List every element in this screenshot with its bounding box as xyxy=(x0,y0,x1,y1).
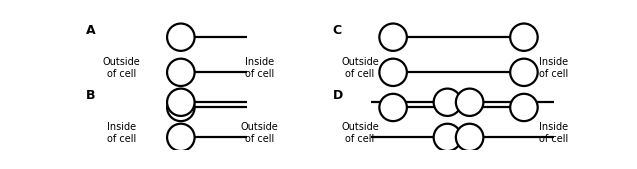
Ellipse shape xyxy=(510,23,538,51)
Ellipse shape xyxy=(456,159,483,169)
Text: Inside
of cell: Inside of cell xyxy=(539,57,568,79)
Text: Inside
of cell: Inside of cell xyxy=(107,122,136,144)
Text: Inside
of cell: Inside of cell xyxy=(245,57,275,79)
Text: D: D xyxy=(333,89,343,102)
Ellipse shape xyxy=(434,89,461,116)
Text: B: B xyxy=(85,89,95,102)
Text: C: C xyxy=(333,24,341,37)
Text: Outside
of cell: Outside of cell xyxy=(341,122,379,144)
Ellipse shape xyxy=(167,59,194,86)
Ellipse shape xyxy=(434,159,461,169)
Ellipse shape xyxy=(167,89,194,116)
Ellipse shape xyxy=(167,159,194,169)
Ellipse shape xyxy=(434,124,461,151)
Text: Inside
of cell: Inside of cell xyxy=(539,122,568,144)
Ellipse shape xyxy=(510,59,538,86)
Ellipse shape xyxy=(456,124,483,151)
Text: Outside
of cell: Outside of cell xyxy=(103,57,141,79)
Ellipse shape xyxy=(380,59,407,86)
Ellipse shape xyxy=(380,94,407,121)
Ellipse shape xyxy=(510,94,538,121)
Ellipse shape xyxy=(167,94,194,121)
Ellipse shape xyxy=(380,23,407,51)
Text: Outside
of cell: Outside of cell xyxy=(341,57,379,79)
Ellipse shape xyxy=(456,89,483,116)
Text: A: A xyxy=(85,24,95,37)
Ellipse shape xyxy=(167,23,194,51)
Text: Outside
of cell: Outside of cell xyxy=(241,122,279,144)
Ellipse shape xyxy=(167,124,194,151)
